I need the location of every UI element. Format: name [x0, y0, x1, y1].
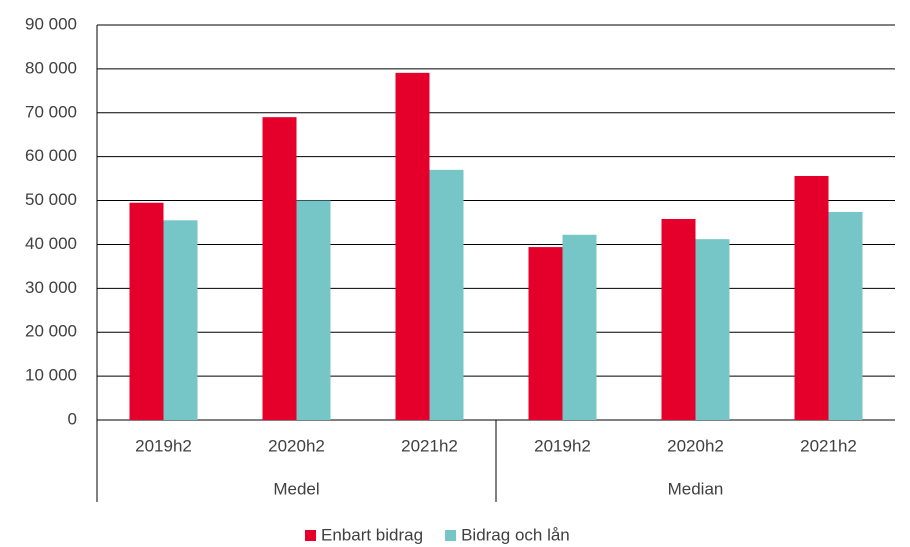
y-tick-label: 80 000 — [25, 58, 77, 77]
x-tick-label: 2021h2 — [800, 436, 857, 455]
y-tick-label: 50 000 — [25, 190, 77, 209]
group-label: Median — [668, 479, 724, 498]
legend-swatch — [445, 530, 457, 541]
bar — [828, 211, 863, 420]
y-tick-label: 20 000 — [25, 322, 77, 341]
y-tick-label: 10 000 — [25, 366, 77, 385]
bar — [661, 218, 696, 420]
bar — [695, 239, 730, 420]
x-tick-label: 2019h2 — [135, 436, 192, 455]
x-tick-label: 2019h2 — [534, 436, 591, 455]
x-tick-label: 2020h2 — [268, 436, 325, 455]
bar — [163, 220, 198, 420]
bar — [296, 200, 331, 420]
bar — [794, 175, 829, 420]
bar — [395, 72, 430, 420]
legend-label: Bidrag och lån — [461, 525, 570, 544]
bar — [429, 169, 464, 420]
legend-swatch — [305, 530, 316, 541]
y-tick-label: 90 000 — [25, 14, 77, 33]
bar — [262, 117, 297, 421]
y-tick-label: 70 000 — [25, 102, 77, 121]
y-tick-label: 60 000 — [25, 146, 77, 165]
x-tick-label: 2020h2 — [667, 436, 724, 455]
legend-label: Enbart bidrag — [321, 525, 423, 544]
y-tick-label: 40 000 — [25, 234, 77, 253]
x-tick-label: 2021h2 — [401, 436, 458, 455]
bar — [528, 247, 563, 420]
bar — [562, 234, 597, 420]
group-label: Medel — [273, 479, 319, 498]
y-tick-label: 0 — [68, 409, 77, 428]
bar — [129, 202, 164, 420]
y-tick-label: 30 000 — [25, 278, 77, 297]
